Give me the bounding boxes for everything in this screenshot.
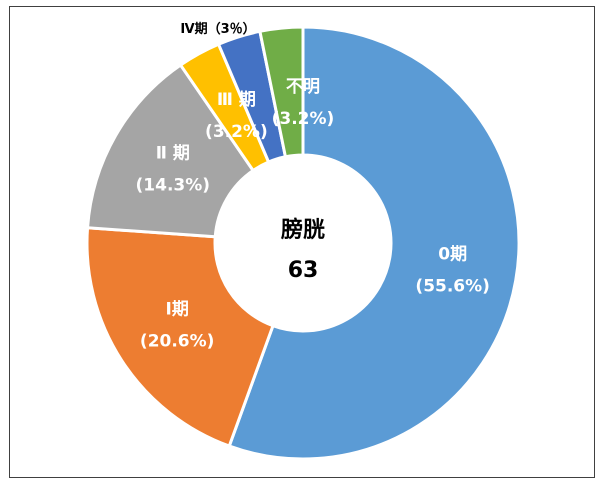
slice-label-value-5: (3.2%) bbox=[272, 109, 335, 129]
slice-label-value-3: (3.2%) bbox=[205, 122, 268, 142]
donut-hole bbox=[215, 155, 391, 331]
slices-group bbox=[85, 25, 521, 461]
slice-label-value-2: (14.3%) bbox=[136, 176, 211, 196]
slice-label-name-2: Ⅱ 期 bbox=[156, 144, 190, 164]
slice-label-name-1: Ⅰ期 bbox=[166, 300, 189, 320]
slice-label-name-4: Ⅳ期（3％） bbox=[180, 21, 255, 37]
slice-label-value-1: (20.6%) bbox=[140, 332, 215, 352]
slice-label-name-0: 0期 bbox=[438, 244, 467, 264]
slice-label-name-5: 不明 bbox=[286, 77, 320, 97]
center-label-name: 膀胱 bbox=[281, 217, 325, 243]
slice-label-name-3: Ⅲ 期 bbox=[217, 90, 256, 110]
center-label-count: 63 bbox=[288, 258, 319, 283]
labels-group: 0期 (55.6%) Ⅰ期 (20.6%) Ⅱ 期 (14.3%) Ⅲ 期 (3.2%) Ⅳ期（… bbox=[136, 21, 490, 352]
slice-label-value-0: (55.6%) bbox=[415, 276, 490, 296]
